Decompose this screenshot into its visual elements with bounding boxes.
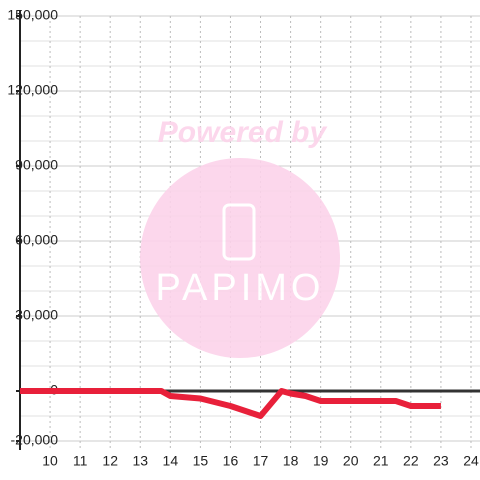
x-tick-label: 17 xyxy=(253,453,269,469)
y-tick-label: 30,000 xyxy=(15,307,58,323)
x-tick-label: 15 xyxy=(193,453,209,469)
x-tick-label: 21 xyxy=(373,453,389,469)
y-tick-label: 90,000 xyxy=(15,157,58,173)
x-tick-label: 22 xyxy=(403,453,419,469)
x-tick-label: 14 xyxy=(163,453,179,469)
x-tick-label: 16 xyxy=(223,453,239,469)
x-tick-label: 24 xyxy=(463,453,479,469)
plot: -20,000030,00060,00090,000120,000150,000… xyxy=(7,7,480,469)
y-tick-label: -20,000 xyxy=(11,432,59,448)
x-tick-label: 19 xyxy=(313,453,329,469)
x-tick-label: 11 xyxy=(73,453,88,469)
watermark-logo: PAPIMO xyxy=(156,267,325,309)
x-tick-label: 20 xyxy=(343,453,359,469)
x-tick-label: 23 xyxy=(433,453,449,469)
x-tick-label: 18 xyxy=(283,453,299,469)
y-tick-label: 120,000 xyxy=(7,82,58,98)
y-tick-label: 150,000 xyxy=(7,7,58,23)
x-tick-label: 13 xyxy=(132,453,148,469)
y-tick-label: 60,000 xyxy=(15,232,58,248)
x-tick-label: 10 xyxy=(42,453,58,469)
watermark: Powered by PAPIMO xyxy=(140,116,340,358)
x-tick-label: 12 xyxy=(102,453,118,469)
watermark-text: Powered by xyxy=(158,116,328,149)
line-series xyxy=(20,388,441,419)
watermark-icon xyxy=(222,203,256,261)
